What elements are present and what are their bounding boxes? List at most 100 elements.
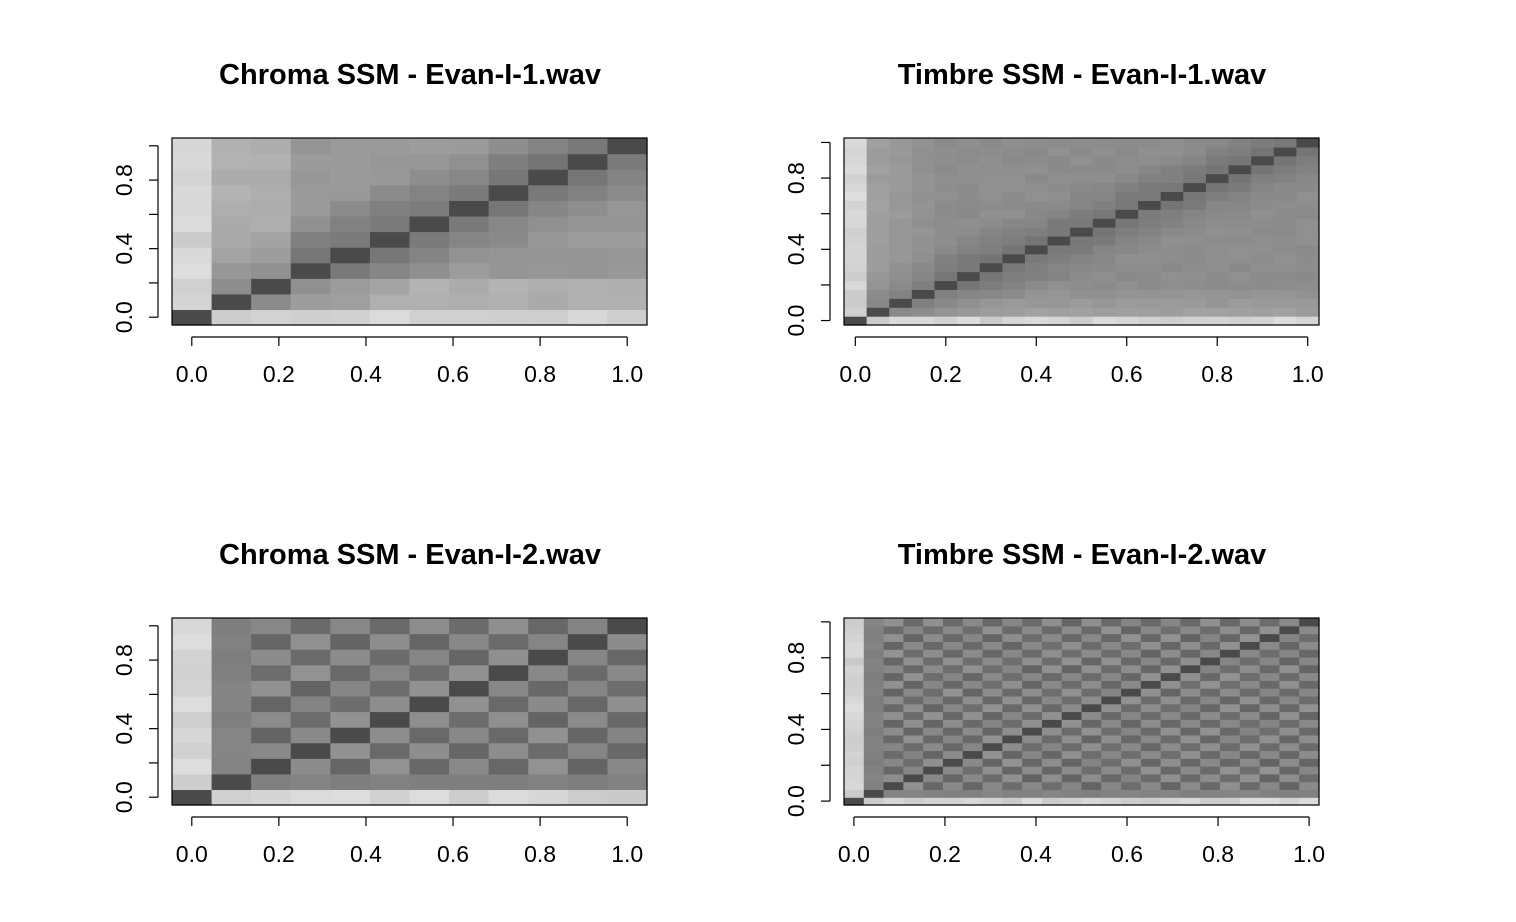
heatmap-cell — [1228, 253, 1252, 264]
heatmap-cell — [1220, 703, 1241, 713]
heatmap-cell — [251, 247, 292, 264]
heatmap-cell — [172, 711, 213, 728]
heatmap-cell — [1160, 734, 1182, 744]
heatmap-cell — [962, 719, 984, 728]
heatmap-cell — [883, 758, 904, 767]
heatmap-cell — [866, 209, 890, 219]
heatmap-cell — [1041, 742, 1063, 752]
heatmap-cell — [1070, 227, 1094, 237]
heatmap-cell — [211, 278, 252, 295]
y-tick-label: 0.8 — [783, 642, 809, 674]
heatmap-cell — [942, 727, 964, 736]
heatmap-cell — [1061, 625, 1083, 635]
heatmap-cell — [607, 680, 648, 697]
heatmap-cell — [488, 153, 529, 170]
heatmap-cell — [1160, 164, 1184, 175]
heatmap-cell — [1041, 766, 1063, 775]
heatmap-cell — [567, 680, 609, 697]
heatmap-cell — [934, 173, 958, 184]
heatmap-cell — [957, 253, 981, 264]
heatmap-cell — [1200, 758, 1221, 767]
heatmap-cell — [1081, 758, 1102, 767]
heatmap-cell — [1070, 182, 1094, 193]
heatmap-cell — [1002, 649, 1023, 658]
heatmap-cell — [979, 146, 1003, 157]
heatmap-cell — [982, 781, 1003, 791]
heatmap-cell — [1047, 316, 1071, 326]
heatmap-cell — [290, 633, 331, 650]
heatmap-cell — [1022, 781, 1043, 791]
heatmap-cell — [883, 703, 904, 713]
heatmap-cell — [911, 138, 936, 148]
heatmap-cell — [1279, 797, 1300, 806]
heatmap-cell — [903, 703, 924, 713]
heatmap-cell — [1160, 155, 1184, 166]
heatmap-cell — [957, 289, 981, 299]
heatmap-cell — [1180, 773, 1201, 783]
heatmap-cell — [1041, 664, 1063, 674]
heatmap-cell — [903, 742, 924, 752]
heatmap-cell — [1081, 695, 1102, 705]
y-tick-label: 0.4 — [111, 712, 137, 744]
heatmap-cell — [290, 247, 331, 264]
heatmap-cell — [1296, 164, 1320, 175]
heatmap-cell — [844, 680, 865, 689]
heatmap-cell — [1002, 209, 1026, 219]
heatmap-cell — [1140, 797, 1162, 806]
heatmap-cell — [1061, 711, 1083, 720]
heatmap-cell — [449, 727, 490, 744]
heatmap-cell — [1138, 164, 1162, 175]
heatmap-cell — [1259, 649, 1281, 658]
heatmap-cell — [1092, 244, 1117, 255]
heatmap-cell — [1138, 307, 1162, 317]
heatmap-cell — [1183, 262, 1207, 273]
heatmap-cell — [1259, 656, 1281, 666]
heatmap-cell — [1273, 262, 1297, 273]
heatmap-cell — [1200, 680, 1221, 689]
heatmap-cell — [1296, 271, 1320, 282]
heatmap-cell — [1024, 316, 1049, 326]
heatmap-cell — [1092, 182, 1117, 193]
heatmap-cell — [1002, 664, 1023, 674]
heatmap-cell — [957, 209, 981, 219]
heatmap-cell — [409, 169, 450, 186]
heatmap-cell — [1259, 633, 1281, 642]
heatmap-cell — [488, 215, 529, 233]
heatmap-cell — [923, 680, 944, 689]
heatmap-cell — [1041, 750, 1063, 759]
heatmap-cell — [1220, 766, 1241, 775]
heatmap-cell — [1251, 289, 1275, 299]
x-tick-label: 0.2 — [929, 841, 961, 867]
heatmap-cell — [567, 633, 609, 650]
heatmap-cell — [607, 773, 648, 791]
heatmap-cell — [172, 215, 213, 233]
heatmap-cell — [942, 711, 964, 720]
heatmap-cell — [488, 618, 529, 635]
heatmap-cell — [1251, 271, 1275, 282]
heatmap-cell — [1101, 672, 1122, 681]
heatmap-cell — [863, 633, 885, 642]
heatmap-cell — [863, 680, 885, 689]
x-tick-label: 0.0 — [838, 841, 870, 867]
heatmap-cell — [1115, 164, 1139, 175]
heatmap-cell — [1092, 155, 1117, 166]
heatmap-cell — [883, 664, 904, 674]
heatmap-cell — [172, 664, 213, 681]
heatmap-cell — [903, 797, 924, 806]
heatmap-cell — [1047, 262, 1071, 273]
heatmap-cell — [1070, 316, 1094, 326]
heatmap-cell — [1121, 703, 1142, 713]
heatmap-cell — [1279, 633, 1300, 642]
heatmap-cell — [1228, 200, 1252, 210]
heatmap-cell — [1259, 789, 1281, 798]
heatmap-cell — [979, 173, 1003, 184]
heatmap-cell — [1299, 719, 1320, 728]
heatmap-cell — [607, 758, 648, 775]
heatmap-cell — [903, 641, 924, 650]
heatmap-cell — [942, 766, 964, 775]
heatmap-cell — [1180, 734, 1201, 744]
heatmap-cell — [903, 625, 924, 635]
heatmap-cell — [1220, 680, 1241, 689]
heatmap-cell — [1081, 703, 1102, 713]
heatmap-cell — [1101, 734, 1122, 744]
